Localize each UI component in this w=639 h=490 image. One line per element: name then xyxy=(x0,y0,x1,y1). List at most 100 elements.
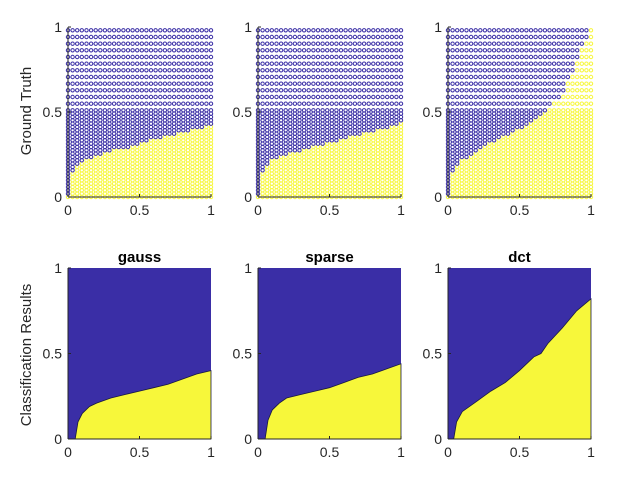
class-a-point xyxy=(297,101,302,106)
class-a-point xyxy=(70,68,75,73)
class-a-point xyxy=(116,108,121,113)
class-a-point xyxy=(515,34,520,40)
class-a-point xyxy=(343,108,348,113)
class-a-point xyxy=(260,28,265,33)
class-a-point xyxy=(542,108,548,113)
class-a-point xyxy=(491,101,497,106)
class-a-point xyxy=(547,41,552,46)
class-a-point xyxy=(315,41,321,46)
class-a-point xyxy=(306,34,311,40)
class-a-point xyxy=(88,108,94,113)
class-a-point xyxy=(450,88,455,93)
class-a-point xyxy=(515,74,520,80)
class-a-point xyxy=(125,41,131,46)
class-a-point xyxy=(487,88,492,93)
class-a-point xyxy=(334,61,339,66)
class-a-point xyxy=(265,81,270,86)
class-a-point xyxy=(505,101,511,106)
class-a-point xyxy=(455,41,460,46)
panel-title: sparse xyxy=(305,249,353,266)
class-b-point xyxy=(584,48,589,53)
class-a-point xyxy=(575,34,580,40)
class-b-point xyxy=(579,48,584,53)
class-a-point xyxy=(153,41,158,46)
class-a-point xyxy=(288,48,293,53)
class-a-point xyxy=(482,28,488,33)
class-a-point xyxy=(320,41,325,46)
class-a-point xyxy=(190,41,195,46)
class-a-point xyxy=(371,108,376,113)
class-b-point xyxy=(588,88,594,93)
class-a-point xyxy=(88,34,94,40)
class-a-point xyxy=(329,68,334,73)
class-a-point xyxy=(79,34,85,40)
class-a-point xyxy=(125,81,131,86)
class-a-point xyxy=(204,108,209,113)
class-a-point xyxy=(348,81,353,86)
class-a-point xyxy=(125,88,131,93)
class-a-point xyxy=(144,34,149,40)
class-a-point xyxy=(162,74,168,80)
class-a-point xyxy=(352,108,358,113)
class-a-point xyxy=(98,28,103,33)
class-a-point xyxy=(306,28,311,33)
panel-title: dct xyxy=(508,249,531,266)
class-a-point xyxy=(325,54,330,60)
class-a-point xyxy=(107,68,112,73)
class-a-point xyxy=(325,94,330,100)
class-a-point xyxy=(195,48,200,53)
class-a-point xyxy=(496,48,501,53)
class-a-point xyxy=(185,88,191,93)
class-a-point xyxy=(199,108,205,113)
class-a-point xyxy=(547,74,552,80)
class-b-point xyxy=(584,68,589,73)
class-a-point xyxy=(366,48,371,53)
class-a-point xyxy=(343,41,348,46)
class-a-point xyxy=(579,34,584,40)
class-a-point xyxy=(320,101,325,106)
class-a-point xyxy=(158,28,163,33)
class-a-point xyxy=(450,74,455,80)
class-a-point xyxy=(311,94,316,100)
class-a-point xyxy=(450,81,455,86)
class-a-point xyxy=(125,74,131,80)
y-tick-label: 1 xyxy=(244,260,252,276)
class-a-point xyxy=(278,94,284,100)
class-a-point xyxy=(260,101,265,106)
class-a-point xyxy=(361,34,367,40)
class-a-point xyxy=(491,41,497,46)
class-a-point xyxy=(75,61,80,66)
class-a-point xyxy=(464,34,469,40)
class-a-point xyxy=(380,68,385,73)
class-a-point xyxy=(260,74,265,80)
class-a-point xyxy=(570,34,575,40)
class-b-point xyxy=(565,94,571,100)
class-a-point xyxy=(334,88,339,93)
class-a-point xyxy=(496,54,501,60)
class-a-point xyxy=(473,88,478,93)
class-b-point xyxy=(561,108,566,113)
class-a-point xyxy=(162,101,168,106)
class-a-point xyxy=(375,41,381,46)
class-a-point xyxy=(311,41,316,46)
class-a-point xyxy=(98,108,103,113)
class-a-point xyxy=(315,88,321,93)
class-a-point xyxy=(153,81,158,86)
class-a-point xyxy=(125,61,131,66)
class-a-point xyxy=(361,54,367,60)
class-a-point xyxy=(538,101,543,106)
class-a-point xyxy=(70,61,75,66)
class-a-point xyxy=(389,94,394,100)
class-a-point xyxy=(75,54,80,60)
class-a-point xyxy=(510,48,515,53)
class-a-point xyxy=(320,68,325,73)
class-a-point xyxy=(584,34,589,40)
class-a-point xyxy=(283,81,288,86)
class-a-point xyxy=(515,108,520,113)
class-a-point xyxy=(334,68,339,73)
class-a-point xyxy=(570,41,575,46)
row-label-ground-truth: Ground Truth xyxy=(18,67,35,155)
class-a-point xyxy=(311,81,316,86)
class-a-point xyxy=(111,28,117,33)
y-tick-label: 0.5 xyxy=(233,104,253,120)
